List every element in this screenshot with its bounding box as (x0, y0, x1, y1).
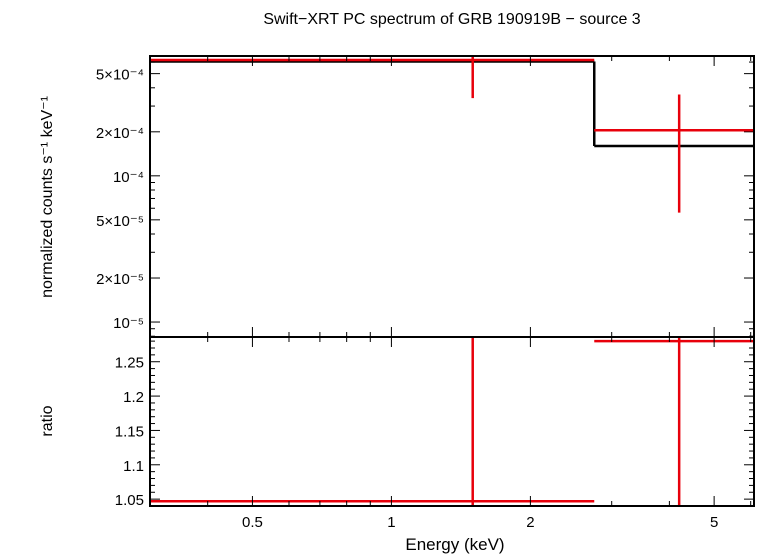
top-y-tick-label: 10⁻⁴ (113, 169, 144, 186)
bottom-y-tick-label: 1.2 (123, 389, 144, 406)
x-tick-label: 0.5 (242, 514, 263, 531)
bottom-y-tick-label: 1.15 (115, 423, 144, 440)
chart-title: Swift−XRT PC spectrum of GRB 190919B − s… (263, 11, 640, 28)
bottom-y-tick-label: 1.05 (115, 492, 144, 509)
top-panel-frame (149, 55, 755, 338)
top-y-tick-label: 10⁻⁵ (113, 315, 144, 332)
x-tick-label: 5 (710, 514, 718, 531)
bottom-y-axis-label: ratio (39, 405, 56, 436)
bottom-panel: 1.05 1.1 1.15 1.2 1.25 (115, 337, 754, 509)
bottom-y-tick-label: 1.1 (123, 458, 144, 475)
x-tick-label: 1 (387, 514, 395, 531)
top-y-tick-label: 2×10⁻⁴ (96, 125, 144, 142)
x-axis-ticks: 0.5 1 2 5 (149, 56, 752, 531)
bottom-y-tick-label: 1.25 (115, 355, 144, 372)
x-axis-label: Energy (keV) (405, 535, 504, 554)
x-tick-label: 2 (526, 514, 534, 531)
top-panel: 10⁻⁵ 2×10⁻⁵ 5×10⁻⁵ 10⁻⁴ 2×10⁻⁴ 5×10⁻⁴ (96, 56, 754, 337)
top-y-tick-label: 5×10⁻⁴ (96, 67, 144, 84)
top-y-tick-label: 2×10⁻⁵ (96, 271, 144, 288)
bottom-panel-frame (149, 336, 755, 507)
top-y-axis-label: normalized counts s⁻¹ keV⁻¹ (39, 96, 56, 298)
top-y-tick-label: 5×10⁻⁵ (96, 213, 144, 230)
